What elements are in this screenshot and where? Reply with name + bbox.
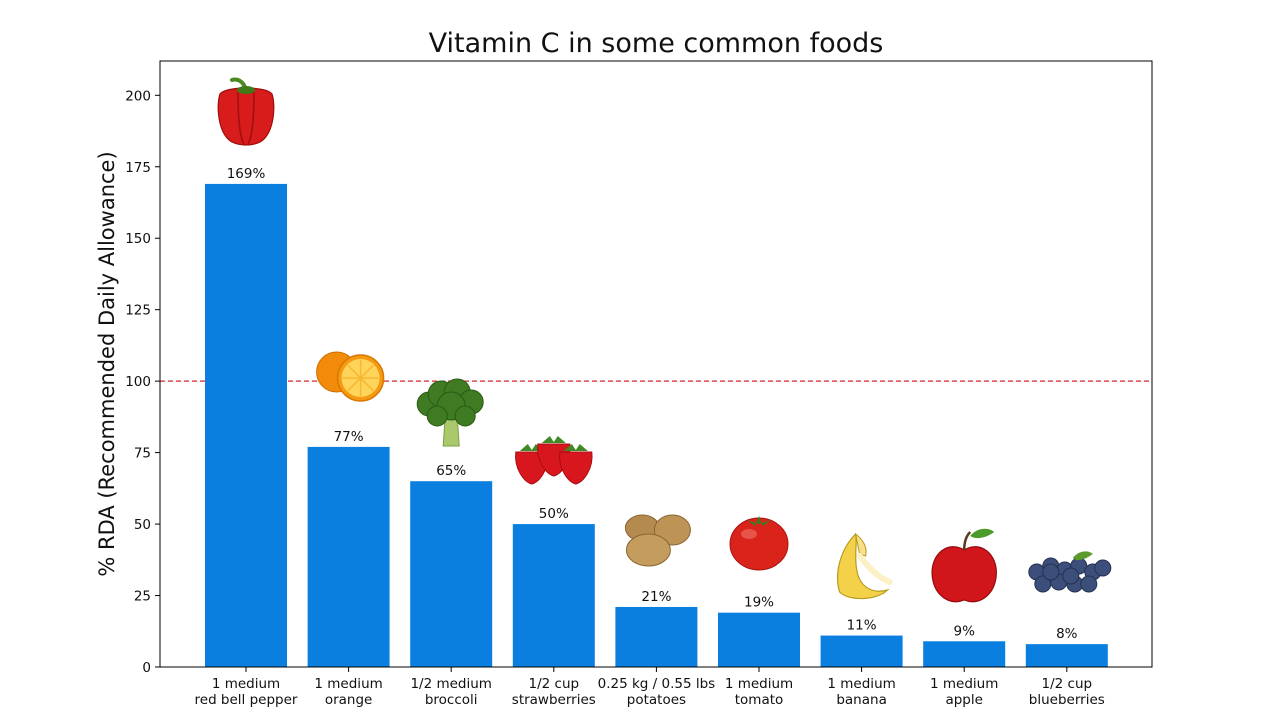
x-tick-label-line2: apple [945,692,982,708]
y-tick-label: 200 [125,88,151,104]
data-label: 77% [334,429,364,445]
bars-layer [205,183,1108,667]
bar-blueberries [1025,644,1108,667]
tomato-icon [729,516,789,571]
y-tick-label: 100 [125,374,151,390]
x-tick-label-line1: 1 medium [212,676,280,692]
y-tick-label: 50 [134,517,151,533]
y-tick-label: 75 [134,446,151,462]
orange-icon [316,351,385,402]
x-tick-label-line1: 0.25 kg / 0.55 lbs [598,676,716,692]
x-tick-label-line2: blueberries [1029,692,1105,708]
x-tick-label-line2: broccoli [425,692,478,708]
x-tick-label-line2: tomato [735,692,784,708]
x-tick-label-line1: 1/2 cup [1042,676,1093,692]
broccoli-icon [416,378,484,447]
food-icons-layer [217,77,1112,603]
red-bell-pepper-icon [217,77,275,146]
blueberries-icon [1028,551,1112,593]
x-tick-label-line2: red bell pepper [195,692,298,708]
y-ticks-layer: 0 25 50 75 100 125 150 175 200 [125,88,160,676]
data-label: 11% [847,618,877,634]
potatoes-icon [624,514,691,567]
data-label: 8% [1056,626,1078,642]
bar-potatoes [615,606,698,667]
bar-red-bell-pepper [205,183,287,667]
bar-broccoli [410,481,493,667]
x-tick-label-line1: 1/2 medium [410,676,492,692]
x-tick-label-line2: banana [836,692,887,708]
y-tick-label: 125 [125,303,151,319]
y-tick-label: 150 [125,231,151,247]
x-tick-label-line1: 1/2 cup [529,676,580,692]
x-tick-label-line2: potatoes [627,692,686,708]
y-tick-label: 0 [142,660,151,676]
x-tick-label-line2: orange [325,692,373,708]
bar-banana [820,635,903,667]
data-label: 65% [436,463,466,479]
data-label: 169% [227,166,266,182]
data-label: 50% [539,506,569,522]
x-tick-label-line1: 1 medium [314,676,382,692]
plot-frame [159,60,1153,668]
x-tick-label-line1: 1 medium [725,676,793,692]
x-tick-label-line1: 1 medium [930,676,998,692]
data-label: 19% [744,595,774,611]
x-tick-label-line2: strawberries [512,692,596,708]
bar-tomato [718,612,800,667]
y-tick-label: 175 [125,160,151,176]
bar-apple [923,641,1006,667]
chart-title: Vitamin C in some common foods [429,28,884,59]
y-axis-label: % RDA (Recommended Daily Allowance) [95,151,119,576]
x-tick-label-line1: 1 medium [827,676,895,692]
banana-icon [836,532,893,600]
apple-icon [931,528,997,603]
bar-strawberries [512,524,595,667]
data-label: 9% [953,623,975,639]
data-labels-layer: 169% 77% 65% 50% 21% 19% 11% 9% 8% [227,166,1078,642]
y-tick-label: 25 [134,589,151,605]
bar-orange [307,446,390,667]
strawberries-icon [515,436,593,485]
data-label: 21% [641,589,671,605]
